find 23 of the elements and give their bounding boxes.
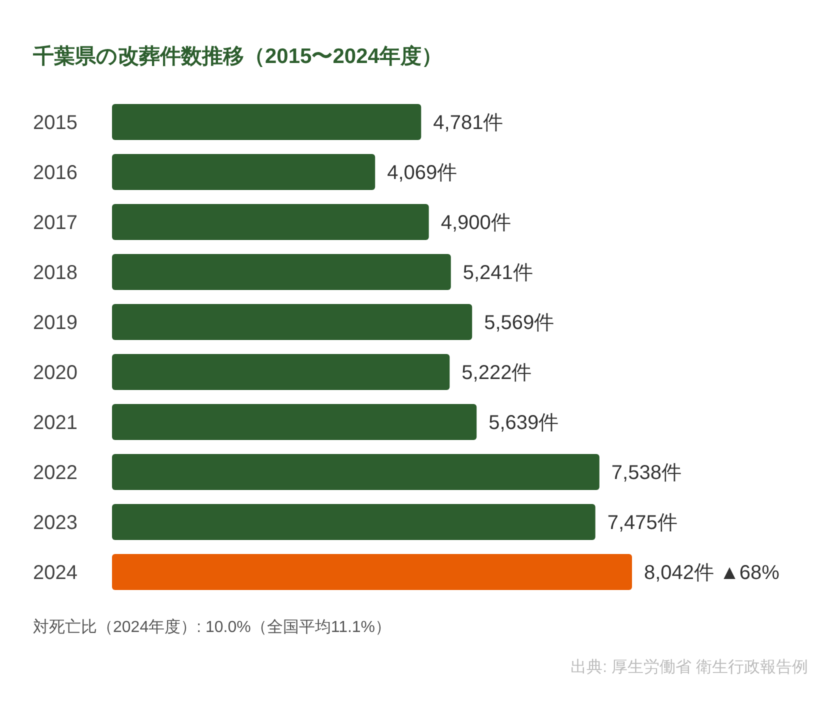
- y-tick-label: 2023: [33, 512, 78, 534]
- y-tick-label: 2022: [33, 462, 78, 484]
- y-tick-label: 2019: [33, 312, 78, 334]
- y-tick-label: 2017: [33, 212, 78, 234]
- data-label: 4,900件: [440, 212, 511, 234]
- data-label: 5,222件: [462, 362, 532, 384]
- data-label: 8,042件 ▲68%: [644, 562, 780, 584]
- y-tick-label: 2016: [33, 162, 78, 184]
- data-label: 5,569件: [484, 312, 554, 334]
- y-tick-label: 2015: [33, 112, 78, 134]
- title: 千葉県の改葬件数推移（2015〜2024年度）: [33, 45, 442, 68]
- data-label: 4,781件: [433, 112, 504, 134]
- source-note: 出典: 厚生労働省 衛生行政報告例: [570, 658, 808, 676]
- data-label: 5,241件: [462, 262, 533, 284]
- y-tick-label: 2018: [33, 262, 78, 284]
- data-label: 4,069件: [387, 162, 458, 184]
- y-tick-label: 2024: [33, 562, 78, 584]
- data-label: 7,475件: [607, 512, 678, 534]
- text: 対死亡比（2024年度）: 10.0%（全国平均11.1%）: [33, 618, 392, 636]
- y-tick-label: 2021: [33, 412, 78, 434]
- y-tick-label: 2020: [33, 362, 78, 384]
- data-label: 7,538件: [611, 462, 682, 484]
- data-label: 5,639件: [488, 412, 559, 434]
